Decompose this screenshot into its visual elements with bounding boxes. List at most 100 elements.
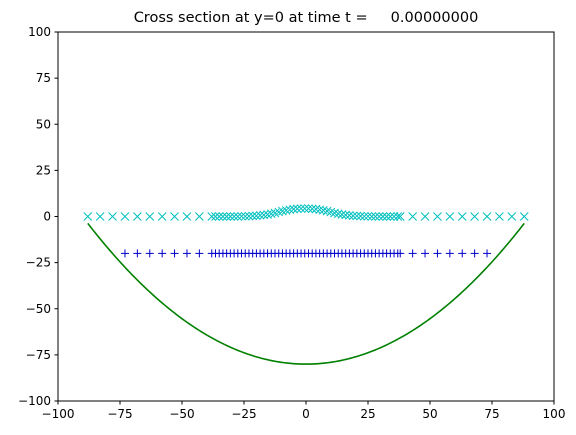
x-marker-point <box>278 206 287 216</box>
series-0-markers <box>83 204 529 221</box>
plus-marker-point <box>483 249 492 258</box>
x-marker-point <box>304 204 313 213</box>
x-marker-point <box>337 210 347 219</box>
x-tick-label: 50 <box>422 407 437 421</box>
x-tick-label: 0 <box>302 407 310 421</box>
x-marker-point <box>519 212 529 221</box>
y-tick-label: −100 <box>18 394 51 408</box>
x-marker-point <box>266 209 276 219</box>
y-tick-label: 50 <box>36 117 51 131</box>
series-1-markers <box>120 249 492 258</box>
x-marker-point <box>248 211 258 221</box>
y-tick-label: 100 <box>28 25 51 39</box>
x-tick-label: −25 <box>231 407 256 421</box>
x-tick-label: −100 <box>42 407 75 421</box>
x-marker-point <box>182 212 192 221</box>
x-tick-label: 100 <box>543 407 566 421</box>
x-marker-point <box>108 212 117 221</box>
x-marker-point <box>296 204 306 213</box>
bottom-curve-line <box>87 222 525 365</box>
x-marker-point <box>263 210 272 219</box>
plot-area-frame <box>57 31 555 402</box>
y-tick-label: −25 <box>26 256 51 270</box>
x-marker-point <box>285 205 295 215</box>
x-marker-point <box>445 212 455 221</box>
x-marker-point <box>382 212 391 221</box>
x-marker-point <box>371 212 380 221</box>
x-marker-point <box>395 212 405 221</box>
x-marker-point <box>195 212 204 221</box>
plus-marker-point <box>433 249 442 258</box>
x-marker-point <box>470 212 479 221</box>
x-marker-point <box>333 209 343 219</box>
x-marker-point <box>408 212 417 221</box>
x-marker-point <box>367 212 377 221</box>
plus-marker-point <box>170 249 179 258</box>
x-marker-point <box>222 212 231 221</box>
x-tick-label: 75 <box>484 407 499 421</box>
y-tick-label: −50 <box>26 302 51 316</box>
x-marker-point <box>330 208 339 218</box>
x-marker-point <box>233 212 243 221</box>
x-tick-label: 25 <box>360 407 375 421</box>
x-marker-point <box>348 211 358 221</box>
plus-marker-point <box>396 249 405 258</box>
x-marker-point <box>420 212 430 221</box>
x-marker-point <box>359 211 369 221</box>
x-marker-point <box>385 212 395 221</box>
x-marker-point <box>218 212 228 221</box>
x-marker-point <box>157 212 167 221</box>
x-marker-point <box>259 210 269 220</box>
plus-marker-point <box>158 249 167 258</box>
x-marker-point <box>315 205 324 215</box>
x-marker-point <box>240 211 250 221</box>
axes: −100 −75 −50 −25 0 25 50 75 100 −100 −75 −50 −25 0 25 5… <box>18 25 565 421</box>
plus-marker-point <box>195 249 204 258</box>
x-marker-point <box>378 212 388 221</box>
x-marker-point <box>237 211 246 221</box>
x-tick-label: −75 <box>107 407 132 421</box>
x-marker-point <box>319 206 328 215</box>
plot-marks <box>83 204 529 365</box>
x-marker-point <box>307 204 317 214</box>
x-marker-point <box>133 212 142 221</box>
x-marker-point <box>433 212 442 221</box>
x-marker-point <box>145 212 155 221</box>
x-marker-point <box>393 212 403 221</box>
x-marker-point <box>229 212 239 221</box>
chart-title: Cross section at y=0 at time t = 0.00000… <box>134 10 479 26</box>
plus-marker-point <box>145 249 154 258</box>
x-marker-point <box>214 212 224 221</box>
x-marker-point <box>281 206 291 215</box>
x-marker-point <box>300 204 310 213</box>
plus-marker-point <box>120 249 129 258</box>
plus-marker-point <box>470 249 479 258</box>
x-marker-point <box>83 212 93 221</box>
x-marker-point <box>507 212 517 221</box>
x-marker-point <box>120 212 130 221</box>
x-marker-point <box>252 211 261 221</box>
x-marker-point <box>457 212 467 221</box>
x-marker-point <box>292 204 302 214</box>
plus-marker-point <box>421 249 430 258</box>
x-marker-point <box>211 212 220 221</box>
x-marker-point <box>244 211 254 221</box>
plus-marker-point <box>445 249 454 258</box>
y-tick-label: −75 <box>26 348 51 362</box>
x-marker-point <box>170 212 179 221</box>
x-marker-point <box>345 211 354 220</box>
x-tick-label: −50 <box>169 407 194 421</box>
y-tick-label: 25 <box>36 163 51 177</box>
x-marker-point <box>289 204 298 214</box>
x-marker-point <box>311 204 321 214</box>
x-marker-point <box>207 212 217 221</box>
x-marker-point <box>356 211 365 221</box>
x-marker-point <box>374 212 384 221</box>
plus-marker-point <box>458 249 467 258</box>
x-marker-point <box>495 212 504 221</box>
x-marker-point <box>341 210 351 220</box>
y-tick-label: 75 <box>36 71 51 85</box>
plus-marker-point <box>133 249 142 258</box>
x-marker-point <box>389 212 399 221</box>
